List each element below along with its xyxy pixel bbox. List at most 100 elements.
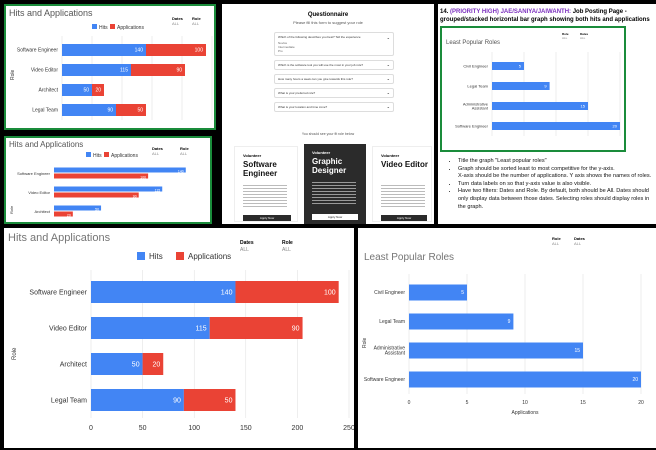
filter-role-label[interactable]: Role — [180, 146, 189, 151]
category-label: Video Editor — [49, 325, 88, 332]
bullet-item: Have two filters: Dates and Role. By def… — [458, 188, 656, 211]
bar-hits — [91, 389, 184, 411]
card-kicker: Volunteer — [312, 150, 331, 155]
filter-dates-label[interactable]: Dates — [240, 240, 254, 246]
x-tick: 15 — [580, 400, 586, 406]
bar-value-applications: 20 — [152, 361, 160, 368]
bar-value-hits: 90 — [173, 397, 181, 404]
doc-heading: 14. (PRIORITY HIGH) JAE/SANIYA/JAIWANTH:… — [440, 8, 656, 24]
bar-value-applications: 100 — [324, 289, 336, 296]
filter-role-value[interactable]: ALL — [192, 21, 200, 26]
bar-value-hits: 50 — [132, 361, 140, 368]
chart-title: Hits and Applications — [9, 8, 93, 18]
questionnaire-subtitle: Please fill this form to suggest your ro… — [293, 20, 363, 25]
filter-dates-value[interactable]: ALL — [240, 247, 249, 253]
chart-title: Least Popular Roles — [364, 252, 455, 263]
category-label: Architect — [39, 88, 59, 94]
chevron-down-icon: ⌄ — [386, 62, 390, 67]
question-1-answer-2[interactable]: Intermediate — [278, 45, 295, 49]
filter-role-value[interactable]: ALL — [180, 151, 188, 156]
bar-applications — [146, 44, 206, 56]
filter-role-label[interactable]: Role — [282, 240, 293, 246]
bar-applications — [54, 173, 149, 179]
bar-hits — [62, 64, 131, 76]
chevron-down-icon: ⌄ — [386, 90, 390, 95]
filter-dates-label[interactable]: Dates — [574, 236, 585, 241]
doc-bullets: Title the graph "Least popular roles" Gr… — [446, 158, 656, 211]
bar-value-applications: 100 — [140, 176, 146, 180]
legend-apps-swatch — [104, 152, 109, 157]
legend-apps-label: Applications — [111, 153, 138, 159]
filter-dates-value[interactable]: ALL — [574, 241, 582, 246]
filter-dates-label[interactable]: Dates — [172, 16, 183, 21]
filter-role-value[interactable]: ALL — [282, 247, 291, 253]
bar-value-hits: 140 — [135, 48, 144, 54]
card-kicker: Volunteer — [381, 153, 400, 158]
x-tick: 20 — [638, 400, 644, 406]
category-label: Architect — [34, 209, 50, 214]
bar-value: 9 — [544, 83, 547, 88]
category-label: Video Editor — [31, 68, 58, 74]
apply-now-button[interactable]: Apply Now — [312, 214, 358, 220]
question-4-text: What is your preferred role? — [278, 91, 316, 95]
filter-role-value[interactable]: ALL — [552, 241, 560, 246]
filter-dates-label[interactable]: Dates — [580, 32, 589, 36]
bullet-item: Graph should be sorted least to most com… — [458, 166, 656, 174]
question-3-text: How many hours a week can you give towar… — [278, 77, 353, 81]
role-card-software[interactable]: Volunteer Software Engineer Apply Now — [234, 146, 298, 222]
card-title: Software Engineer — [243, 160, 278, 178]
chart-title: Least Popular Roles — [446, 40, 501, 46]
filter-dates-label[interactable]: Dates — [152, 146, 163, 151]
category-label: Software Engineer — [17, 48, 58, 54]
bullet-item: X-axis should be the number of applicati… — [458, 173, 656, 181]
chart-title: Hits and Applications — [9, 140, 84, 149]
bar-applications — [142, 353, 164, 375]
card-line — [243, 183, 287, 207]
bar-value-hits: 90 — [107, 108, 113, 114]
x-tick: 10 — [522, 400, 528, 406]
bar-value-applications: 90 — [176, 68, 182, 74]
card-kicker: Volunteer — [243, 153, 262, 158]
bar-value-hits: 50 — [95, 208, 99, 212]
bar-value-hits: 115 — [120, 68, 128, 74]
filter-role-value[interactable]: ALL — [562, 36, 568, 40]
category-label: Software Engineer — [29, 289, 87, 296]
bar-hits — [54, 167, 186, 173]
bar-applications — [409, 371, 641, 388]
bar-applications — [92, 84, 104, 96]
category-label: Software Engineer — [455, 123, 489, 128]
panel-hits-small-mid: Hits and Applications Dates ALL Role ALL… — [4, 136, 212, 224]
filter-role-label[interactable]: Role — [552, 236, 561, 241]
role-card-graphic[interactable]: Volunteer Graphic Designer Apply Now — [304, 144, 366, 224]
filter-role-label[interactable]: Role — [192, 16, 201, 21]
chevron-down-icon: ⌄ — [386, 76, 390, 81]
category-label: Assistant — [385, 351, 406, 357]
bar-hits — [54, 186, 163, 192]
question-1-answer-3[interactable]: Pro — [278, 49, 283, 53]
bar-value-hits: 140 — [178, 170, 184, 174]
bar-applications — [54, 192, 139, 198]
y-axis-label: Role — [12, 347, 18, 360]
category-label: Administrative — [374, 346, 406, 352]
category-label: Civil Engineer — [374, 290, 405, 296]
questionnaire-title: Questionnaire — [307, 12, 349, 18]
question-2[interactable]: Which is the software tool you will use … — [274, 60, 394, 70]
filter-dates-value[interactable]: ALL — [172, 21, 180, 26]
heading-rest: Job Posting Page - grouped/stacked horiz… — [440, 9, 650, 23]
x-axis-label: Applications — [512, 410, 539, 416]
filter-role-label[interactable]: Role — [562, 32, 569, 36]
bar-value: 5 — [519, 63, 522, 68]
role-card-video[interactable]: Volunteer Video Editor Apply Now — [372, 146, 432, 222]
question-1[interactable]: Which of the following describes you bes… — [274, 32, 394, 56]
bar-applications — [409, 342, 583, 359]
question-1-answer-1[interactable]: Novice — [278, 41, 288, 45]
x-tick: 250 — [343, 425, 354, 432]
apply-now-button[interactable]: Apply Now — [243, 215, 291, 221]
filter-dates-value[interactable]: ALL — [152, 151, 160, 156]
question-4[interactable]: What is your preferred role? ⌄ — [274, 88, 394, 98]
filter-dates-value[interactable]: ALL — [580, 36, 586, 40]
legend-apps-label: Applications — [117, 25, 144, 31]
question-5[interactable]: What is your location and time zone? ⌄ — [274, 102, 394, 112]
apply-now-button[interactable]: Apply Now — [381, 215, 427, 221]
question-3[interactable]: How many hours a week can you give towar… — [274, 74, 394, 84]
